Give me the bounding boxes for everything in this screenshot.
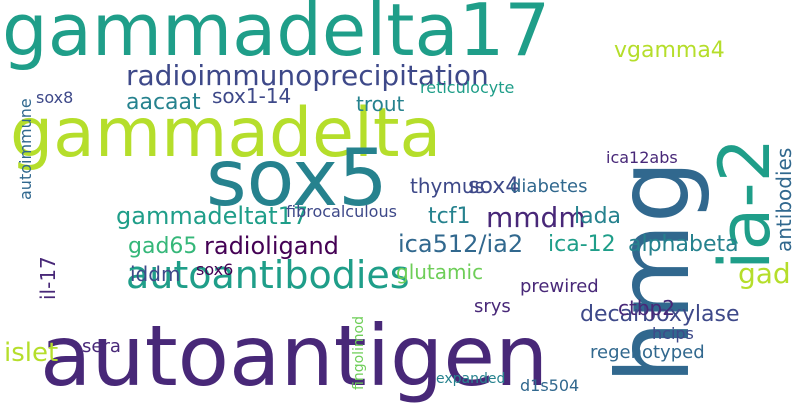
word-trout: trout (356, 92, 405, 116)
word-gad: gad (738, 257, 791, 290)
word-lada: lada (574, 204, 622, 229)
word-fibrocalculous: fibrocalculous (286, 202, 397, 221)
word-autoantibodies: autoantibodies (126, 253, 410, 297)
word-il-17: il-17 (36, 256, 60, 300)
word-d1s504: d1s504 (520, 376, 580, 395)
word-decarboxylase: decarboxylase (580, 302, 740, 327)
word-diabetes: diabetes (510, 176, 588, 197)
word-sox8: sox8 (36, 88, 74, 107)
word-gammadeltat17: gammadeltat17 (116, 202, 309, 230)
word-prewired: prewired (520, 276, 599, 297)
word-gad65: gad65 (128, 234, 198, 259)
word-ica12abs: ica12abs (606, 148, 678, 167)
word-fingolimod: fingolimod (351, 315, 367, 390)
word-ica512-ia2: ica512/ia2 (398, 230, 524, 258)
word-glutamic: glutamic (396, 260, 484, 284)
word-radioligand: radioligand (204, 232, 339, 260)
word-gammadelta: gammadelta (10, 94, 442, 173)
word-autoimmune: autoimmune (16, 98, 35, 200)
word-tcf1: tcf1 (428, 204, 471, 229)
word-reticulocyte: reticulocyte (420, 78, 515, 97)
word-sera: sera (82, 336, 121, 357)
word-ctbp2: ctbp2 (618, 296, 675, 320)
word-vgamma4: vgamma4 (614, 38, 725, 63)
word-regenotyped: regenotyped (590, 342, 705, 363)
word-sox5: sox5 (206, 134, 388, 224)
word-antibodies: antibodies (772, 147, 796, 252)
word-srys: srys (474, 296, 511, 317)
word-gammadelta17: gammadelta17 (2, 0, 551, 72)
word-hcips: hcips (652, 324, 694, 343)
word-expanded: expanded (436, 371, 506, 387)
word-radioimmunoprecipitation: radioimmunoprecipitation (126, 59, 489, 92)
word-iddm: iddm (130, 262, 181, 286)
word-autoantigen: autoantigen (40, 307, 549, 404)
word-aacaat: aacaat (126, 90, 201, 115)
word-sox1-14: sox1-14 (212, 84, 292, 108)
word-thymus: thymus (410, 174, 485, 198)
word-sox4: sox4 (468, 174, 520, 199)
word-sox6: sox6 (196, 260, 234, 279)
word-ica-12: ica-12 (548, 232, 616, 257)
word-mmdm: mmdm (486, 201, 586, 234)
word-alphabeta: alphabeta (628, 232, 739, 257)
word-islet: islet (4, 338, 59, 368)
